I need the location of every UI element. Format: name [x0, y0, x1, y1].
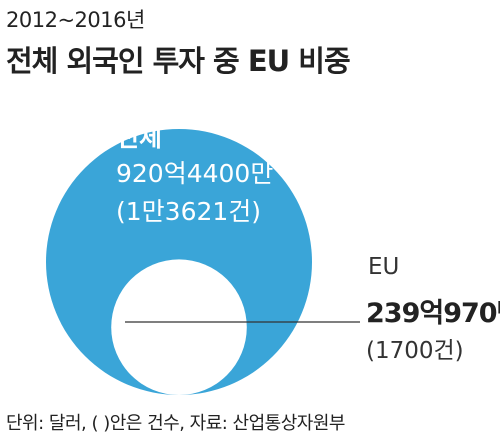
chart-title: 전체 외국인 투자 중 EU 비중 [6, 44, 351, 78]
chart-period: 2012~2016년 [6, 8, 145, 32]
eu-circle [111, 259, 247, 395]
total-value-label: 920억4400만 [116, 159, 273, 188]
total-count-label: (1만3621건) [116, 197, 261, 226]
eu-label: EU [368, 254, 399, 280]
eu-value-label: 239억970만 [366, 298, 500, 329]
total-label: 전체 [116, 123, 162, 152]
footnote: 단위: 달러, ( )안은 건수, 자료: 산업통상자원부 [6, 413, 345, 434]
eu-count-label: (1700건) [366, 338, 464, 364]
